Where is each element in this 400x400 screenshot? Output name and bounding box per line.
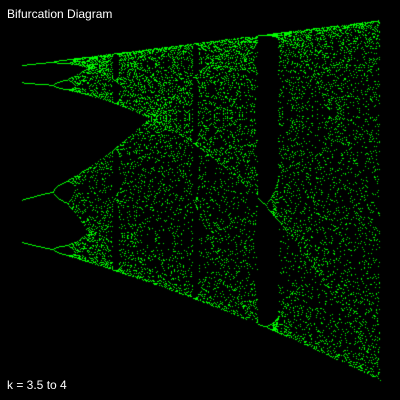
chart-title: Bifurcation Diagram xyxy=(7,7,113,21)
k-range-label: k = 3.5 to 4 xyxy=(7,378,67,392)
